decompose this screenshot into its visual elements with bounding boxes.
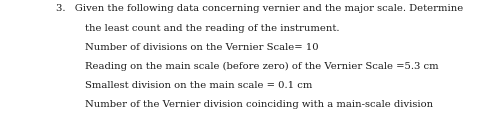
Text: Number of divisions on the Vernier Scale= 10: Number of divisions on the Vernier Scale… [85,43,318,52]
Text: Reading on the main scale (before zero) of the Vernier Scale =5.3 cm: Reading on the main scale (before zero) … [85,62,438,71]
Text: the least count and the reading of the instrument.: the least count and the reading of the i… [85,24,339,33]
Text: Smallest division on the main scale = 0.1 cm: Smallest division on the main scale = 0.… [85,81,312,90]
Text: 3.   Given the following data concerning vernier and the major scale. Determine: 3. Given the following data concerning v… [56,4,463,13]
Text: Number of the Vernier division coinciding with a main-scale division: Number of the Vernier division coincidin… [85,100,433,109]
